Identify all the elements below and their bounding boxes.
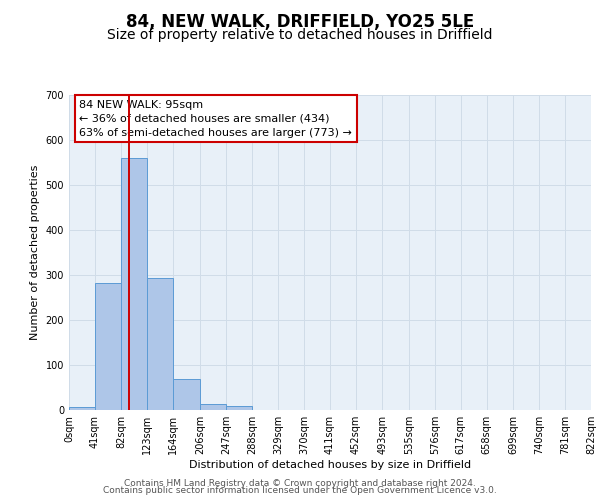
X-axis label: Distribution of detached houses by size in Driffield: Distribution of detached houses by size …	[189, 460, 471, 470]
Bar	[69, 407, 95, 410]
Text: Contains public sector information licensed under the Open Government Licence v3: Contains public sector information licen…	[103, 486, 497, 495]
Bar	[226, 406, 252, 410]
Text: 84, NEW WALK, DRIFFIELD, YO25 5LE: 84, NEW WALK, DRIFFIELD, YO25 5LE	[126, 12, 474, 30]
Bar	[200, 404, 226, 410]
Bar	[147, 278, 173, 410]
Text: 84 NEW WALK: 95sqm
← 36% of detached houses are smaller (434)
63% of semi-detach: 84 NEW WALK: 95sqm ← 36% of detached hou…	[79, 100, 352, 138]
Y-axis label: Number of detached properties: Number of detached properties	[30, 165, 40, 340]
Text: Contains HM Land Registry data © Crown copyright and database right 2024.: Contains HM Land Registry data © Crown c…	[124, 478, 476, 488]
Bar	[121, 158, 147, 410]
Bar	[95, 283, 121, 410]
Text: Size of property relative to detached houses in Driffield: Size of property relative to detached ho…	[107, 28, 493, 42]
Bar	[173, 380, 200, 410]
